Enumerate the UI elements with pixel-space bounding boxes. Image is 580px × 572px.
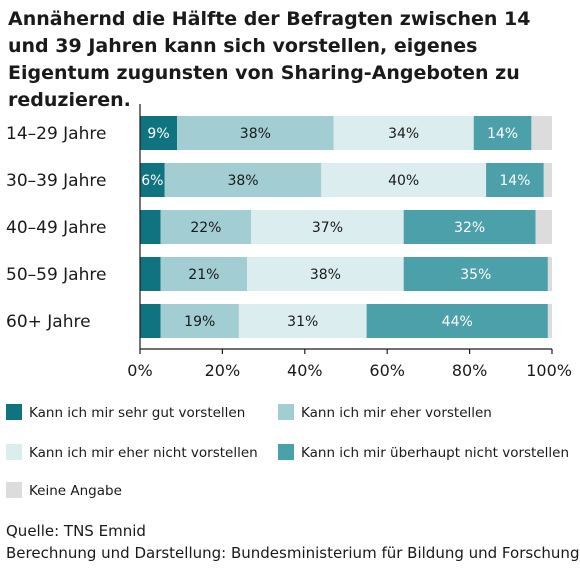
data-label: 35% — [460, 267, 491, 283]
data-label: 38% — [227, 173, 258, 189]
category-label: 30–39 Jahre — [6, 171, 106, 191]
bar-segment-eher — [160, 304, 239, 338]
bar-segment-keine_angabe — [547, 304, 552, 338]
bar-segment-sehr_gut — [140, 257, 161, 291]
category-label: 14–29 Jahre — [6, 124, 106, 144]
data-label: 44% — [442, 314, 473, 330]
x-tick-label: 0% — [127, 361, 152, 380]
legend: Kann ich mir sehr gut vorstellen Kann ich… — [6, 404, 569, 499]
bar-segment-sehr_gut — [140, 116, 178, 150]
data-label: 34% — [388, 126, 419, 142]
data-label: 22% — [190, 220, 221, 236]
legend-label: Kann ich mir eher vorstellen — [301, 405, 492, 421]
legend-swatch-eher — [278, 404, 294, 420]
bar-segment-keine_angabe — [535, 210, 552, 244]
bar-segment-eher — [177, 116, 334, 150]
bar-segment-ueberhaupt_nicht — [403, 210, 536, 244]
source-line: Quelle: TNS Emnid — [6, 522, 146, 540]
bar-segment-keine_angabe — [531, 116, 552, 150]
legend-label: Kann ich mir sehr gut vorstellen — [29, 405, 245, 421]
data-label: 40% — [388, 173, 419, 189]
data-label: 14% — [487, 126, 518, 142]
bar-segment-ueberhaupt_nicht — [473, 116, 532, 150]
source-note: Quelle: TNS Emnid Berechnung und Darstel… — [6, 520, 579, 564]
data-label: 37% — [312, 220, 343, 236]
legend-swatch-keine_angabe — [6, 482, 22, 498]
data-label: 38% — [310, 267, 341, 283]
category-label: 40–49 Jahre — [6, 218, 106, 238]
data-label: 38% — [240, 126, 271, 142]
stacked-bar-chart: 14–29 Jahre 30–39 Jahre 40–49 Jahre 50–59 J… — [6, 104, 572, 499]
legend-swatch-ueberhaupt_nicht — [278, 444, 294, 460]
category-label: 50–59 Jahre — [6, 265, 106, 285]
bar-segment-eher — [160, 210, 252, 244]
bar-segment-ueberhaupt_nicht — [366, 304, 548, 338]
bar-segment-eher_nicht — [333, 116, 474, 150]
legend-label: Kann ich mir eher nicht vorstellen — [29, 445, 258, 461]
bar-segment-eher — [164, 163, 322, 197]
bar-segment-eher — [160, 257, 248, 291]
x-tick-label: 60% — [369, 361, 405, 380]
data-label: 14% — [499, 173, 530, 189]
data-label: 6% — [141, 173, 163, 189]
x-tick-label: 20% — [205, 361, 241, 380]
legend-swatch-sehr_gut — [6, 404, 22, 420]
legend-label: Keine Angabe — [29, 483, 122, 499]
bar-segment-sehr_gut — [140, 210, 161, 244]
bar-segment-eher_nicht — [321, 163, 487, 197]
data-label: 32% — [454, 220, 485, 236]
bar-segment-keine_angabe — [547, 257, 552, 291]
x-axis: 0% 20% 40% 60% 80% 100% — [127, 104, 572, 380]
data-label: 9% — [147, 126, 169, 142]
x-tick-label: 100% — [526, 361, 572, 380]
chart-title: Annähernd die Hälfte der Befragten zwisc… — [8, 8, 531, 111]
legend-label: Kann ich mir überhaupt nicht vorstellen — [301, 445, 569, 461]
bar-segment-eher_nicht — [247, 257, 404, 291]
bar-segment-keine_angabe — [543, 163, 552, 197]
credit-line: Berechnung und Darstellung: Bundesminist… — [6, 544, 580, 562]
x-tick-label: 40% — [287, 361, 323, 380]
category-labels: 14–29 Jahre 30–39 Jahre 40–49 Jahre 50–59 J… — [6, 124, 106, 332]
data-label: 21% — [188, 267, 219, 283]
bar-segment-ueberhaupt_nicht — [486, 163, 544, 197]
x-tick-label: 80% — [452, 361, 488, 380]
bar-segment-sehr_gut — [140, 163, 165, 197]
legend-swatch-eher_nicht — [6, 444, 22, 460]
bar-segment-sehr_gut — [140, 304, 161, 338]
category-label: 60+ Jahre — [6, 312, 91, 332]
bar-segment-eher_nicht — [251, 210, 404, 244]
bar-segment-eher_nicht — [238, 304, 367, 338]
bar-segment-ueberhaupt_nicht — [403, 257, 548, 291]
bars: 9% 38% 34% 14% 6% 38% 40% 14% 22% 37% 32% 21% 38% 35%… — [140, 116, 552, 338]
data-label: 19% — [184, 314, 215, 330]
data-label: 31% — [287, 314, 318, 330]
